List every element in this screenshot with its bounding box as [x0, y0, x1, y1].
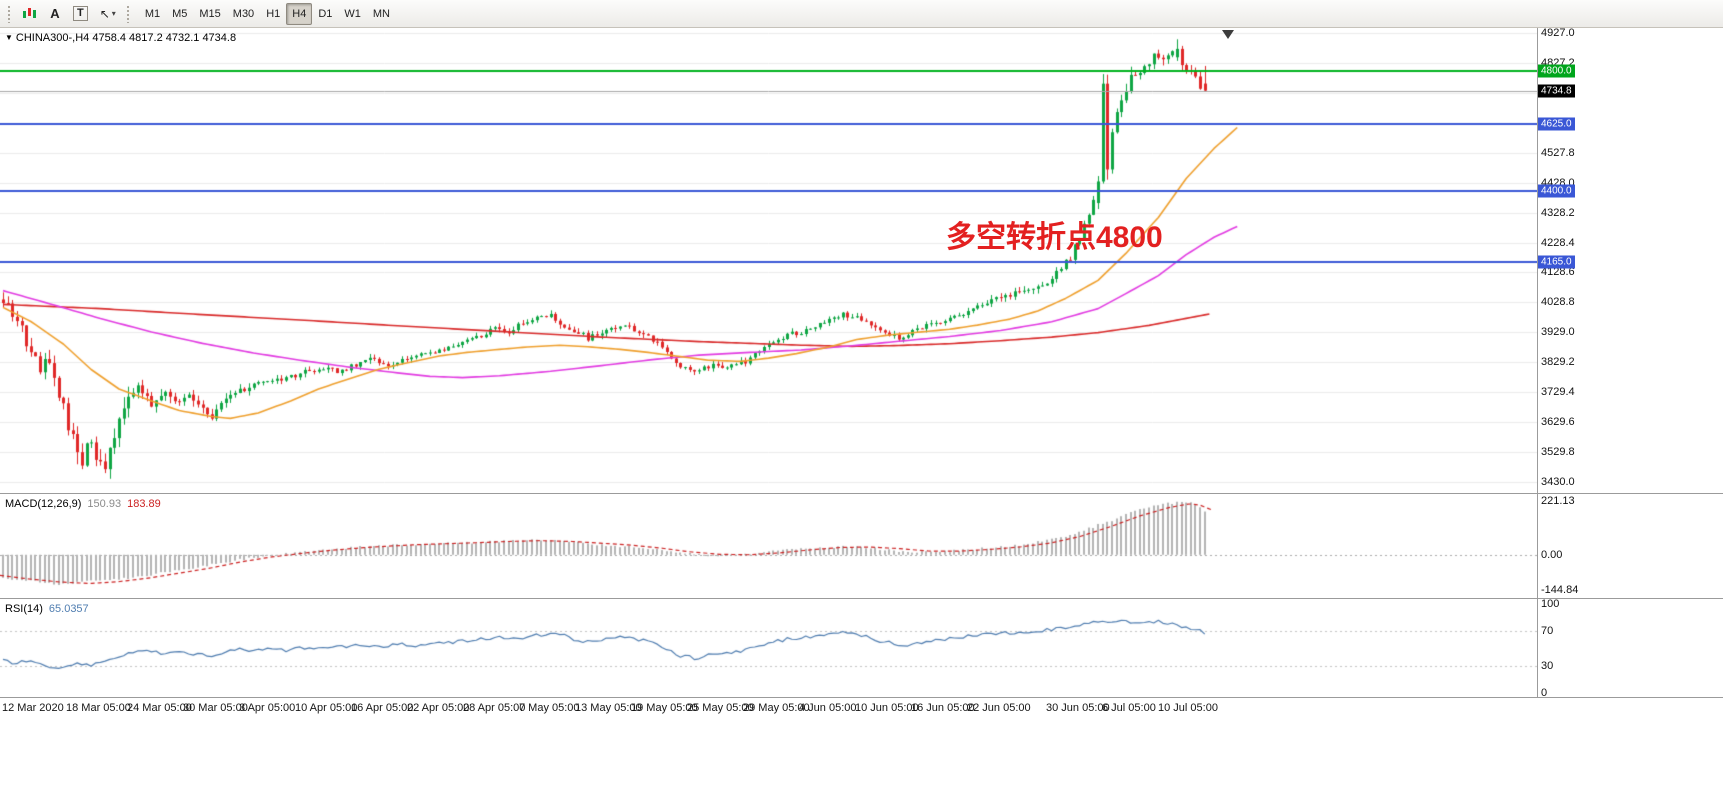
text-box-button[interactable]: T [67, 3, 94, 25]
annotation-text: 多空转折点4800 [946, 221, 1163, 254]
chevron-down-icon: ▾ [111, 9, 116, 18]
panel-splitter[interactable] [0, 493, 1723, 494]
time-axis-label: 22 Jun 05:00 [967, 702, 1031, 714]
time-axis-label: 30 Mar 05:00 [183, 702, 248, 714]
time-axis-label: 16 Apr 05:00 [351, 702, 414, 714]
symbol-dropdown-icon: ▼ [5, 33, 13, 42]
toolbar: A T ↖ ▾ M1 M5 M15 M30 H1 H4 D1 W1 MN [0, 0, 1723, 28]
price-axis-label: 4228.4 [1541, 236, 1575, 249]
time-axis-label: 22 Apr 05:00 [407, 702, 470, 714]
price-axis-label: 4927.0 [1541, 27, 1575, 39]
timeframe-button-m15[interactable]: M15 [193, 3, 226, 25]
time-axis-label: 18 Mar 05:00 [66, 702, 131, 714]
price-axis-label: 4328.2 [1541, 206, 1575, 219]
timeframe-button-mn[interactable]: MN [367, 3, 396, 25]
price-axis-label: 3729.4 [1541, 386, 1575, 399]
timeframe-button-h1[interactable]: H1 [260, 3, 286, 25]
drawing-tools-button[interactable]: ↖ ▾ [94, 3, 122, 25]
rsi-label: RSI(14) 65.0357 [5, 603, 89, 615]
toolbar-grip-icon[interactable] [7, 4, 12, 23]
time-axis-label: 3 Apr 05:00 [239, 702, 296, 714]
rsi-axis-label: 0 [1541, 687, 1548, 699]
time-axis-label: 4 Jun 05:00 [799, 702, 857, 714]
letter-a-icon: A [50, 6, 60, 21]
macd-axis-label: 0.00 [1541, 548, 1563, 561]
price-tag-4400.0: 4400.0 [1538, 184, 1575, 198]
panel-splitter[interactable] [0, 598, 1723, 599]
price-axis-label: 3629.6 [1541, 416, 1575, 429]
price-axis-border [1537, 28, 1538, 718]
price-axis-label: 3929.0 [1541, 326, 1575, 339]
timeframe-button-h4[interactable]: H4 [286, 2, 313, 25]
chart-stage: ▼ CHINA300-,H4 4758.4 4817.2 4732.1 4734.… [0, 27, 1723, 796]
symbol-ohlc-label: ▼ CHINA300-,H4 4758.4 4817.2 4732.1 4734.… [5, 32, 236, 44]
timeframe-button-m30[interactable]: M30 [227, 3, 260, 25]
price-axis-label: 3829.2 [1541, 356, 1575, 369]
rsi-panel-canvas[interactable] [0, 598, 1537, 697]
time-axis-label: 19 May 05:00 [631, 702, 698, 714]
timeframe-button-d1[interactable]: D1 [312, 3, 338, 25]
rsi-axis-label: 70 [1541, 624, 1554, 637]
price-axis-label: 3529.8 [1541, 446, 1575, 459]
price-axis-label: 4128.6 [1541, 266, 1575, 279]
price-tag-4734.8: 4734.8 [1538, 84, 1575, 98]
time-axis-label: 7 May 05:00 [519, 702, 580, 714]
time-axis-label: 6 Jul 05:00 [1102, 702, 1156, 714]
macd-signal-value: 183.89 [127, 498, 161, 510]
time-axis-label: 25 May 05:00 [687, 702, 754, 714]
macd-panel-canvas[interactable] [0, 493, 1537, 598]
time-axis-label: 10 Jul 05:00 [1158, 702, 1218, 714]
macd-axis-label: -144.84 [1541, 584, 1579, 596]
macd-label: MACD(12,26,9) 150.93 183.89 [5, 498, 161, 510]
rsi-name: RSI(14) [5, 603, 43, 615]
macd-main-value: 150.93 [87, 498, 122, 510]
time-axis-label: 30 Jun 05:00 [1046, 702, 1110, 714]
time-axis-label: 10 Apr 05:00 [295, 702, 358, 714]
time-axis-label: 12 Mar 2020 [2, 702, 64, 714]
macd-axis-label: 221.13 [1541, 495, 1575, 507]
time-axis-label: 24 Mar 05:00 [127, 702, 192, 714]
price-tag-4800.0: 4800.0 [1538, 64, 1575, 78]
time-axis-label: 29 May 05:00 [743, 702, 810, 714]
price-axis-label: 3430.0 [1541, 475, 1575, 488]
timeframe-button-m5[interactable]: M5 [166, 3, 193, 25]
time-axis-label: 28 Apr 05:00 [463, 702, 526, 714]
price-tag-4165.0: 4165.0 [1538, 255, 1575, 269]
rsi-axis-label: 100 [1541, 598, 1560, 610]
time-axis-label: 10 Jun 05:00 [855, 702, 919, 714]
letter-t-icon: T [73, 6, 88, 21]
rsi-axis-label: 30 [1541, 660, 1554, 673]
timeframe-button-w1[interactable]: W1 [338, 3, 367, 25]
time-axis-label: 13 May 05:00 [575, 702, 642, 714]
timeframe-button-m1[interactable]: M1 [139, 3, 166, 25]
price-chart-canvas[interactable] [0, 28, 1537, 493]
price-axis[interactable]: 4927.04827.24727.44627.64527.84428.04328… [1537, 27, 1723, 699]
price-axis-label: 4028.8 [1541, 296, 1575, 309]
text-label-button[interactable]: A [43, 3, 67, 25]
new-chart-button[interactable] [16, 3, 43, 25]
time-axis[interactable]: 12 Mar 2020 18 Mar 05:00 24 Mar 05:00 30 Ma… [0, 697, 1723, 718]
price-axis-label: 4527.8 [1541, 146, 1575, 159]
rsi-value: 65.0357 [48, 603, 89, 615]
cursor-icon: ↖ [99, 6, 110, 21]
toolbar-grip-icon[interactable] [125, 4, 131, 23]
candlestick-chart-icon [23, 8, 36, 18]
time-axis-label: 16 Jun 05:00 [911, 702, 975, 714]
timeframe-group: M1 M5 M15 M30 H1 H4 D1 W1 MN [139, 2, 396, 25]
macd-name: MACD(12,26,9) [5, 498, 82, 510]
chart-shift-marker[interactable] [1222, 30, 1234, 39]
symbol-ohlc-text: CHINA300-,H4 4758.4 4817.2 4732.1 4734.8 [15, 32, 237, 44]
price-tag-4625.0: 4625.0 [1538, 117, 1575, 131]
